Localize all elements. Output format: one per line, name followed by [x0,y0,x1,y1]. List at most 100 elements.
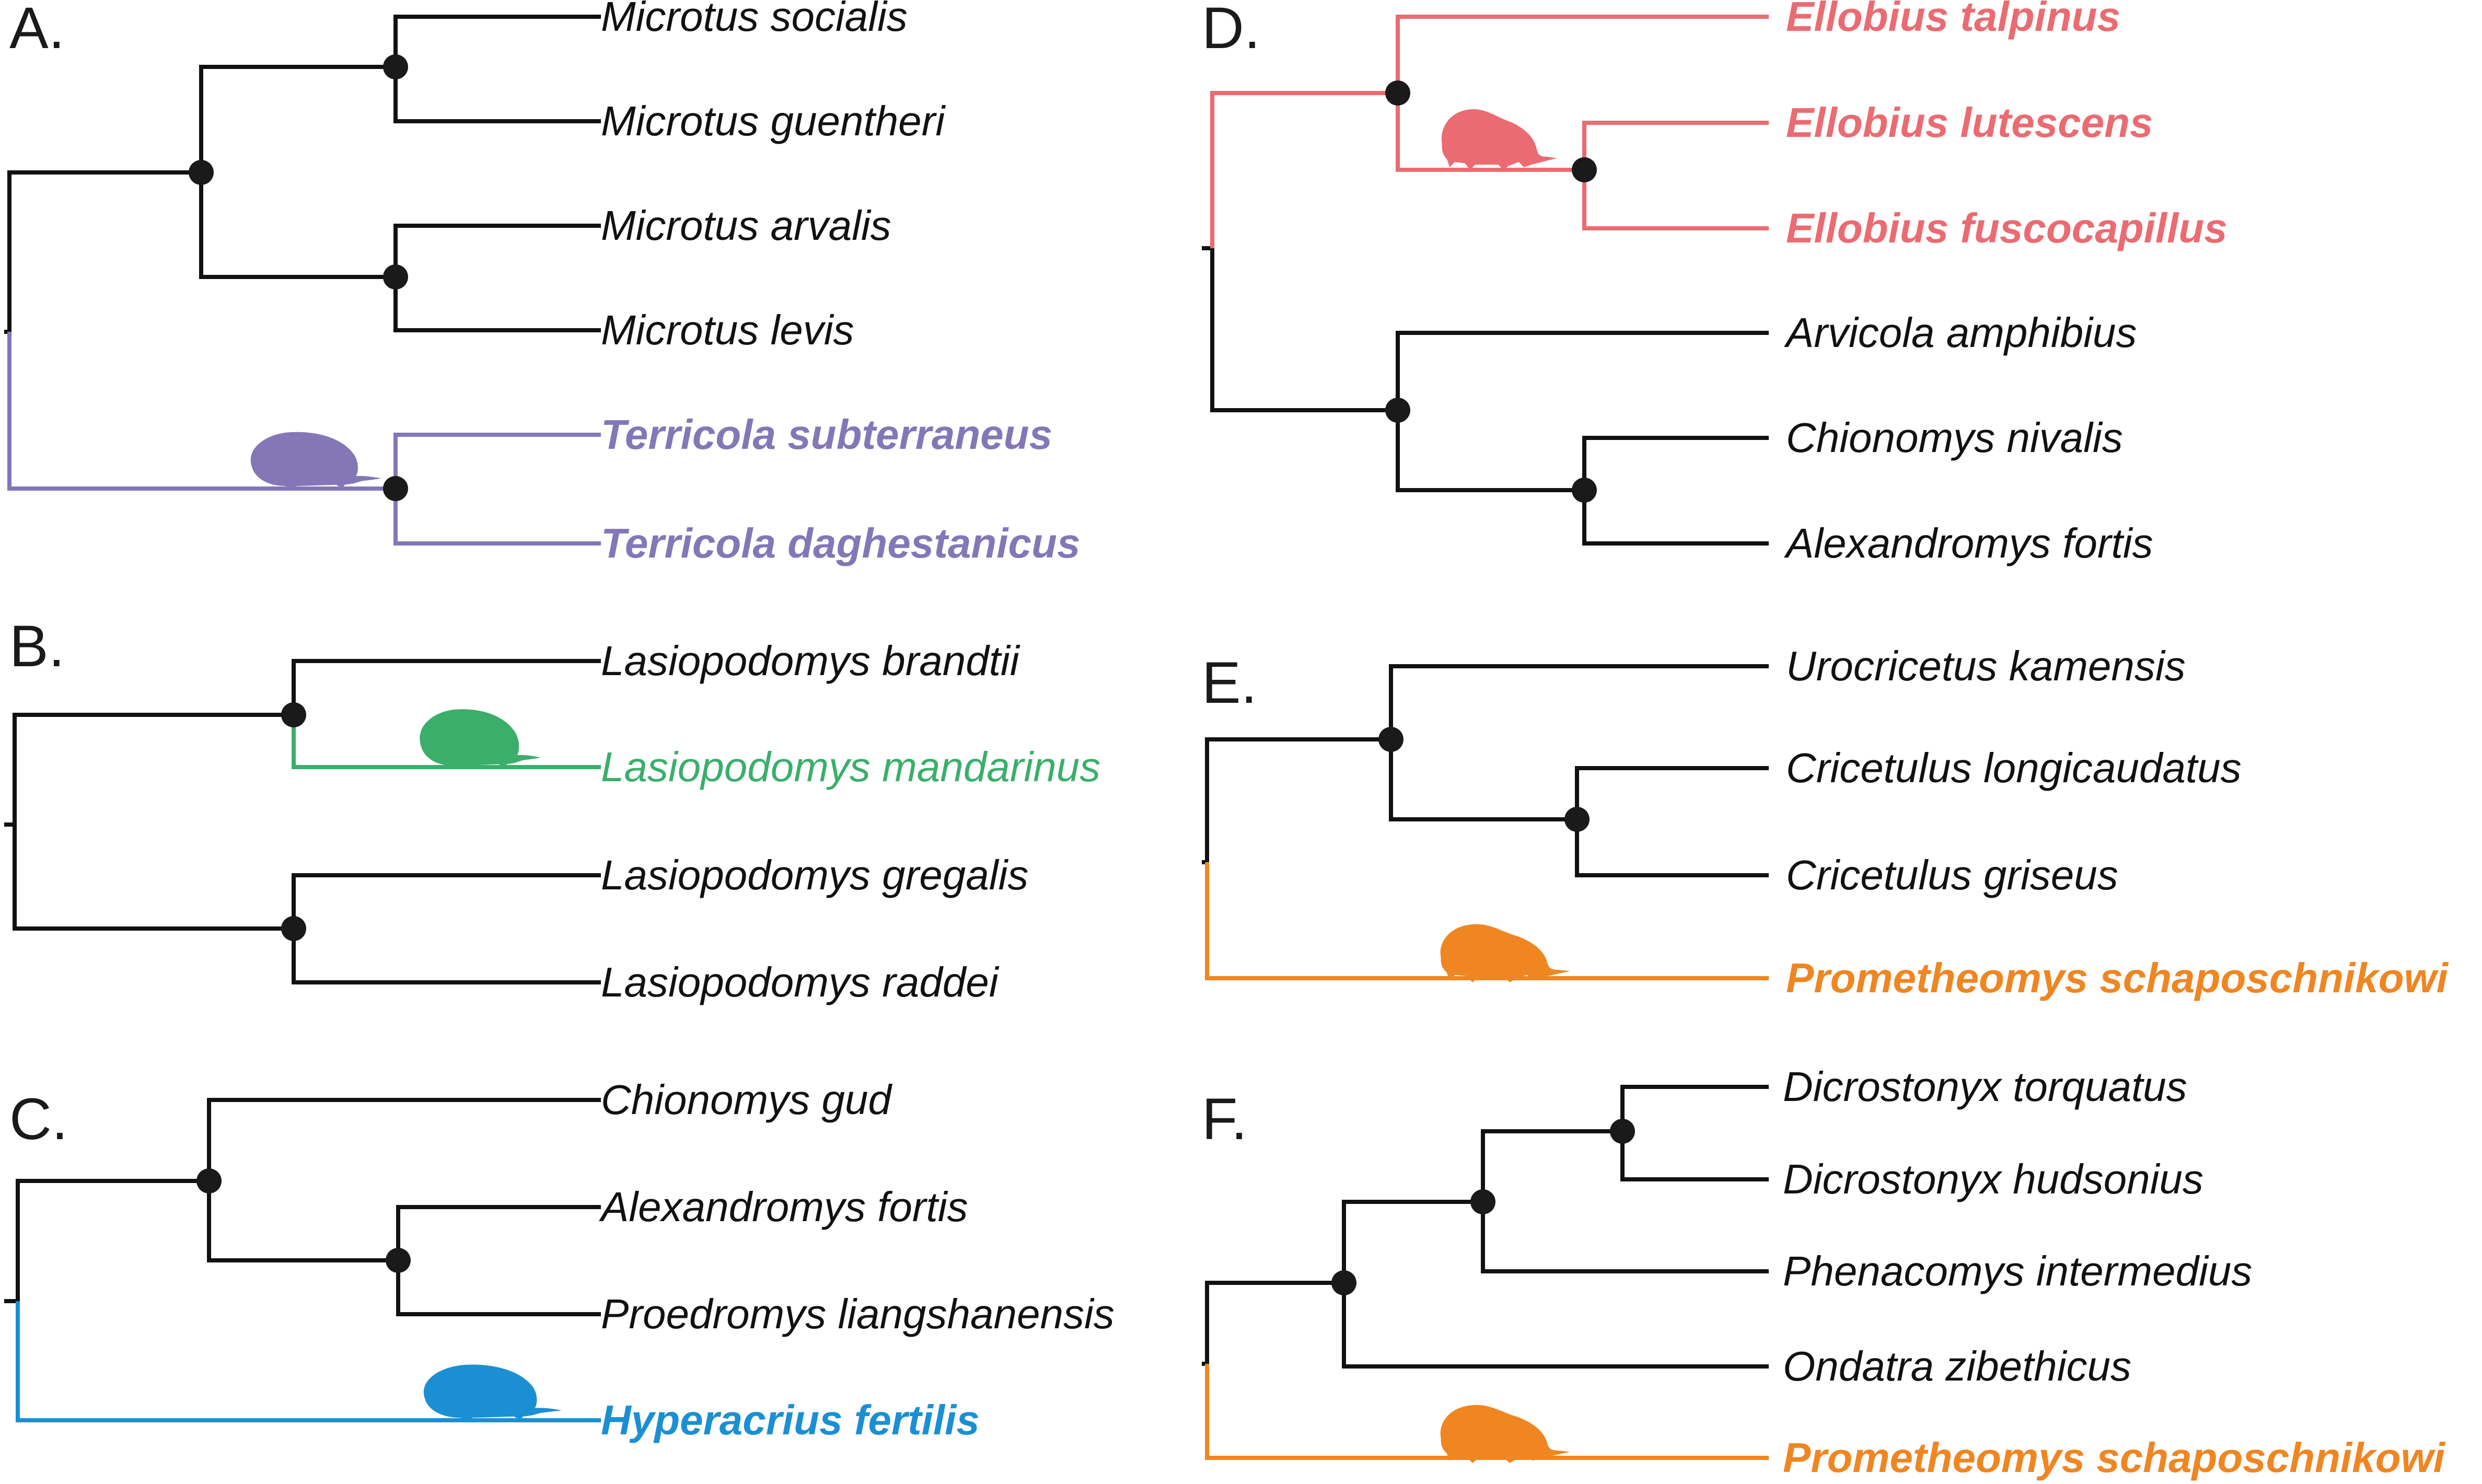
tree-branch [1575,819,1769,877]
tree-branch [292,929,601,984]
taxon-label: Phenacomys intermedius [1783,1248,2252,1294]
taxon-label: Microtus guentheri [601,98,946,144]
taxon-label: Dicrostonyx hudsonius [1783,1156,2203,1202]
tree-branch [1210,248,1398,412]
taxon-label: Ellobius talpinus [1786,0,2120,40]
taxon-label: Microtus socialis [601,0,908,40]
tree-node [1564,807,1590,832]
tree-branch [396,1260,601,1316]
tree-node [281,916,306,941]
tree-branch [1205,737,1391,862]
taxon-label: Alexandromys fortis [599,1184,968,1230]
tree-branch [13,825,294,931]
tree-branch [199,65,396,172]
panel-e: E. Urocricetus kamensis Cricetulus longica… [1202,643,2449,1001]
panel-d: D. Ellobius talpinus Ellobius lutescens Ell… [1202,0,2228,566]
panel-label: D. [1202,0,1260,61]
taxon-label: Chionomys nivalis [1786,414,2123,461]
taxon-label: Microtus arvalis [601,202,891,249]
tree-branch [7,170,201,332]
tree-branch [13,713,294,825]
taxon-label: Chionomys gud [601,1076,892,1123]
mole-vole-silhouette-icon [1440,924,1570,982]
taxon-label: Prometheomys schaposchnikowi [1783,1434,2446,1481]
tree-branch [1396,15,1769,93]
taxon-label: Ellobius lutescens [1786,99,2153,146]
tree-branch [199,172,396,279]
vole-silhouette-icon [423,1364,562,1420]
tree-node [1378,727,1404,752]
tree-node [1385,80,1410,106]
vole-silhouette-icon [250,432,381,489]
tree-branch [1205,1364,1769,1460]
tree-branch [1575,766,1769,819]
tree-branch [393,433,601,489]
taxon-label: Terricola daghestanicus [601,520,1080,566]
panel-f: F. Dicrostonyx torquatus Dicrostonyx hudso… [1202,1063,2446,1481]
taxon-label: Cricetulus longicaudatus [1786,745,2242,791]
tree-branch [292,715,601,769]
tree-node [281,702,306,727]
taxon-label: Lasiopodomys mandarinus [601,744,1100,790]
tree-branch [396,1205,601,1260]
taxon-label: Dicrostonyx torquatus [1783,1063,2187,1110]
tree-branch [1396,93,1584,172]
taxon-label: Lasiopodomys raddei [601,959,1000,1005]
panel-a: A. Microtus socialis Microtus guentheri Mic… [4,0,1080,566]
tree-branch [1396,331,1769,410]
tree-node [1331,1270,1356,1295]
tree-branch [1210,91,1398,248]
tree-branch [1396,410,1584,492]
tree-branch [292,659,601,715]
tree-branch [207,1181,398,1262]
mole-vole-silhouette-icon [1441,109,1557,170]
tree-branch [1620,1131,1769,1181]
tree-node [1385,398,1410,423]
tree-branch [292,873,601,929]
panel-b: B. Lasiopodomys brandtii Lasiopodomys mand… [4,613,1100,1005]
tree-branch [1481,1129,1622,1202]
tree-branch [207,1098,601,1181]
tree-branch [1342,1283,1769,1369]
tree-branch [1582,436,1769,490]
tree-node [1470,1189,1495,1214]
taxon-label: Terricola subterraneus [601,411,1052,458]
taxon-label: Lasiopodomys brandtii [601,637,1020,684]
tree-branch [1389,739,1577,821]
tree-node [196,1168,222,1193]
taxon-label: Alexandromys fortis [1784,520,2153,566]
taxon-label: Proedromys liangshanensis [601,1291,1115,1337]
taxon-label: Ellobius fuscocapillus [1786,205,2228,251]
taxon-label: Prometheomys schaposchnikowi [1786,955,2449,1001]
tree-node [383,476,408,501]
taxon-label: Hyperacrius fertilis [601,1397,980,1443]
panel-c: C. Chionomys gud Alexandromys fortis Proedr… [4,1076,1115,1443]
taxon-label: Arvicola amphibius [1784,309,2137,356]
panel-label: E. [1202,650,1257,715]
tree-branch [16,1301,601,1422]
tree-branch [1582,170,1769,230]
taxon-label: Ondatra zibethicus [1783,1343,2131,1389]
tree-branch [393,67,601,123]
tree-node [386,1248,411,1273]
panel-label: B. [9,613,65,679]
tree-node [1610,1119,1635,1144]
mole-vole-silhouette-icon [1440,1405,1570,1463]
tree-node [383,264,408,289]
panel-label: A. [9,0,65,61]
tree-branch [1205,1281,1344,1364]
tree-branch [393,277,601,332]
tree-branch [1582,121,1769,170]
tree-branch [393,15,601,67]
vole-silhouette-icon [420,709,541,768]
panel-label: F. [1202,1086,1247,1152]
tree-branch [7,332,396,491]
tree-branch [1481,1202,1769,1273]
tree-branch [1205,862,1769,980]
tree-branch [16,1179,209,1301]
taxon-label: Lasiopodomys gregalis [601,852,1028,898]
tree-node [383,54,408,79]
taxon-label: Cricetulus griseus [1786,852,2118,898]
tree-branch [393,489,601,546]
